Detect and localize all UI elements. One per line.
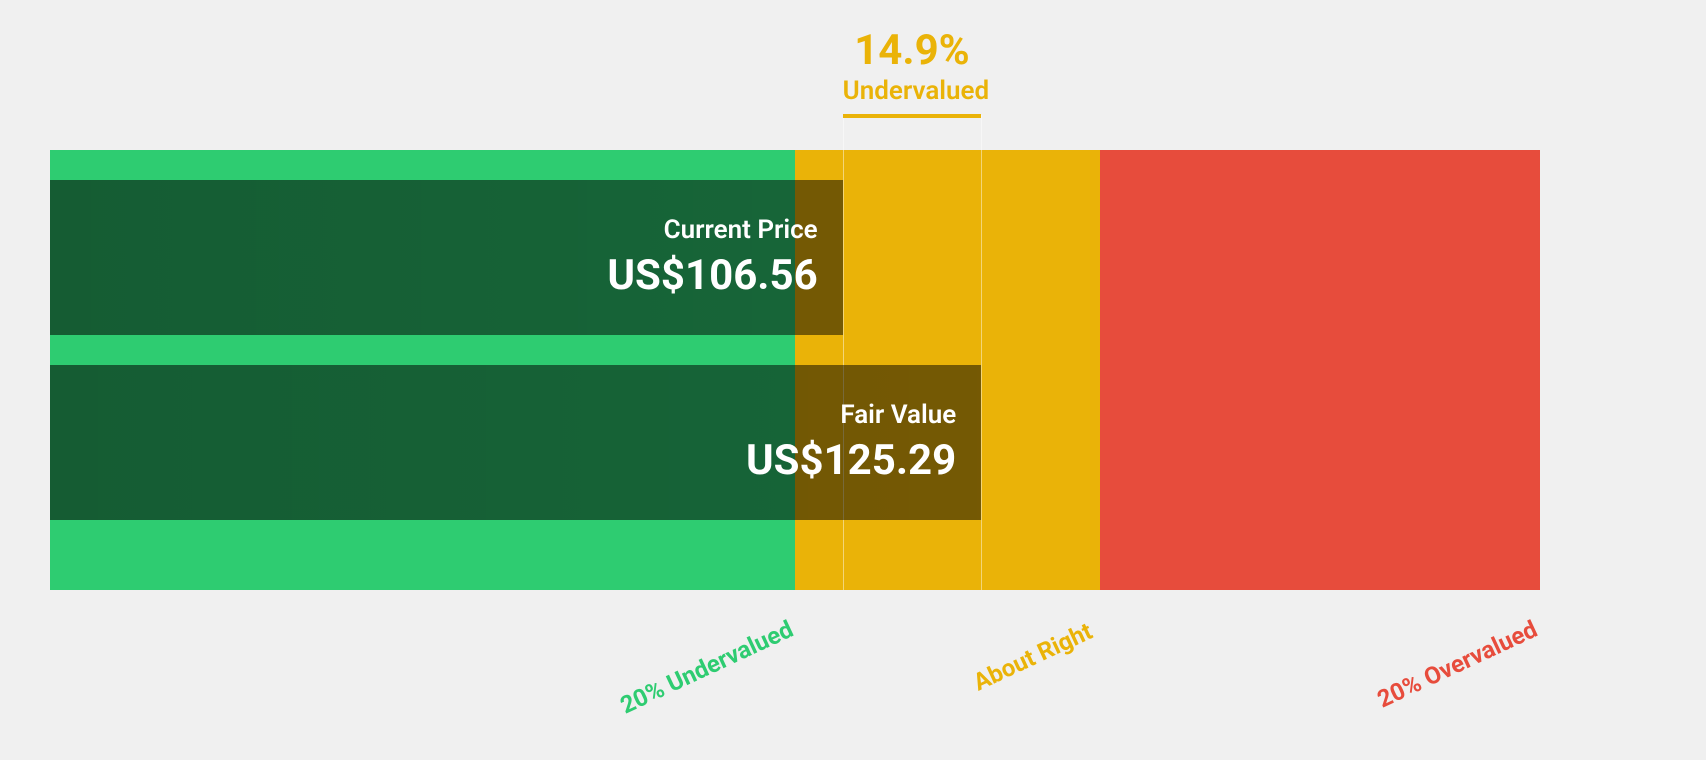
bar-current-price: Current Price US$106.56 — [50, 180, 843, 335]
callout-percent: 14.9% — [843, 30, 982, 72]
axis-label-overvalued: 20% Overvalued — [1373, 615, 1541, 713]
fair-value-label: Fair Value — [840, 400, 956, 430]
axis-label-about-right: About Right — [969, 617, 1097, 696]
bar-fair-value: Fair Value US$125.29 — [50, 365, 981, 520]
current-price-label: Current Price — [664, 215, 818, 245]
zone-overvalued — [1100, 150, 1540, 590]
current-price-value: US$106.56 — [607, 251, 817, 300]
axis-label-undervalued: 20% Undervalued — [616, 615, 797, 719]
valuation-chart: Current Price US$106.56 Fair Value US$12… — [50, 150, 1540, 590]
callout-underline — [843, 114, 982, 118]
callout-tick-right — [981, 115, 982, 590]
valuation-callout: 14.9% Undervalued — [843, 30, 982, 118]
fair-value-value: US$125.29 — [746, 436, 956, 485]
callout-label: Undervalued — [843, 76, 982, 106]
